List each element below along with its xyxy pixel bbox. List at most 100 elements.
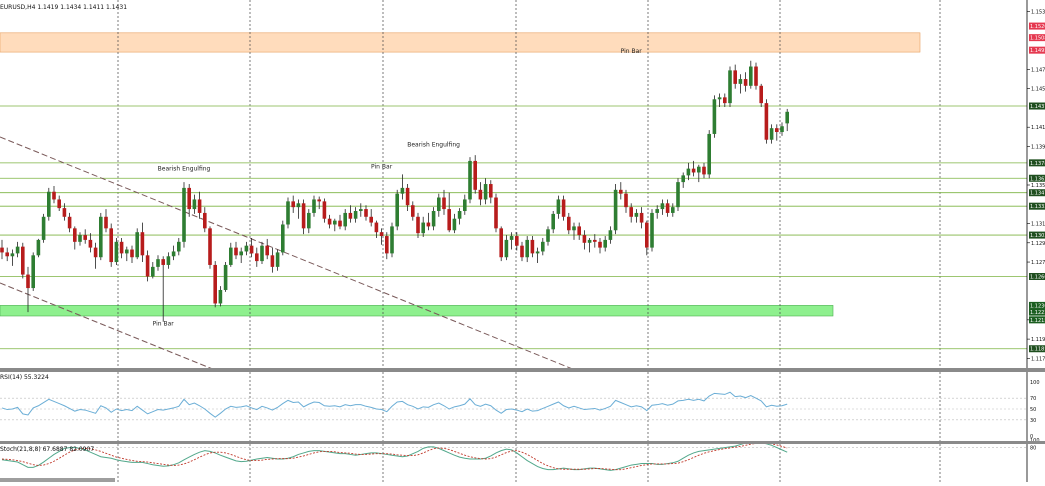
candle[interactable]	[535, 247, 540, 264]
candle[interactable]	[218, 286, 223, 307]
candle[interactable]	[151, 262, 155, 279]
candle[interactable]	[572, 222, 576, 240]
candle[interactable]	[296, 199, 301, 219]
candle[interactable]	[93, 242, 98, 269]
candle[interactable]	[608, 226, 613, 244]
candle[interactable]	[255, 247, 259, 267]
candle[interactable]	[249, 237, 254, 258]
candle[interactable]	[125, 246, 129, 262]
candle[interactable]	[463, 194, 467, 215]
candle[interactable]	[291, 195, 295, 213]
candle[interactable]	[478, 182, 483, 206]
candle[interactable]	[645, 220, 649, 256]
candle[interactable]	[213, 261, 217, 308]
candle[interactable]	[452, 213, 457, 234]
candle[interactable]	[57, 195, 61, 212]
candle[interactable]	[182, 182, 186, 248]
candle[interactable]	[322, 198, 327, 223]
candle[interactable]	[525, 236, 529, 263]
candle[interactable]	[743, 72, 748, 92]
candle[interactable]	[265, 238, 269, 260]
candle[interactable]	[177, 237, 181, 256]
candle[interactable]	[229, 242, 233, 267]
candle[interactable]	[723, 93, 727, 107]
candle[interactable]	[301, 199, 306, 235]
candle[interactable]	[21, 242, 25, 279]
candle[interactable]	[15, 241, 20, 258]
candle[interactable]	[73, 226, 77, 250]
candle[interactable]	[749, 60, 753, 89]
candle[interactable]	[650, 209, 654, 252]
candle[interactable]	[676, 178, 680, 212]
candle[interactable]	[145, 250, 150, 282]
candle[interactable]	[338, 214, 342, 230]
candle[interactable]	[52, 185, 56, 204]
candle[interactable]	[166, 252, 171, 269]
candle[interactable]	[556, 195, 561, 219]
candle[interactable]	[447, 192, 451, 233]
candle[interactable]	[244, 241, 249, 256]
candle[interactable]	[619, 182, 623, 200]
candle[interactable]	[343, 209, 347, 231]
candle[interactable]	[613, 184, 618, 235]
candle[interactable]	[353, 207, 358, 223]
candle[interactable]	[114, 237, 119, 265]
candle[interactable]	[426, 212, 431, 231]
candle[interactable]	[203, 207, 207, 233]
candle[interactable]	[41, 213, 46, 243]
candle[interactable]	[47, 187, 51, 221]
candle[interactable]	[697, 164, 701, 183]
candle[interactable]	[707, 130, 711, 179]
candle[interactable]	[785, 108, 789, 132]
candle[interactable]	[691, 160, 696, 177]
candle[interactable]	[317, 196, 321, 210]
candle[interactable]	[411, 201, 415, 221]
candle[interactable]	[223, 262, 228, 292]
candle[interactable]	[348, 205, 353, 223]
candle[interactable]	[416, 212, 420, 238]
candle[interactable]	[665, 199, 670, 217]
candle[interactable]	[515, 232, 519, 251]
candle[interactable]	[494, 193, 498, 233]
candle[interactable]	[442, 189, 446, 215]
candle[interactable]	[161, 256, 165, 322]
candle[interactable]	[187, 184, 191, 217]
candle[interactable]	[130, 245, 134, 264]
candle[interactable]	[437, 193, 441, 217]
candle[interactable]	[234, 241, 238, 260]
candle[interactable]	[208, 226, 212, 269]
candle[interactable]	[780, 122, 784, 136]
candle[interactable]	[624, 189, 628, 213]
candle[interactable]	[754, 62, 758, 90]
candle[interactable]	[390, 222, 394, 258]
candle[interactable]	[197, 191, 202, 219]
candle[interactable]	[31, 252, 35, 291]
candle[interactable]	[395, 189, 399, 231]
candle[interactable]	[671, 203, 675, 217]
candle[interactable]	[634, 209, 639, 223]
candle[interactable]	[775, 124, 779, 141]
candle[interactable]	[26, 266, 30, 313]
candle[interactable]	[629, 203, 633, 223]
candle[interactable]	[468, 157, 472, 204]
candle[interactable]	[359, 203, 363, 217]
candle[interactable]	[483, 178, 488, 205]
candle[interactable]	[593, 234, 597, 248]
candle[interactable]	[260, 241, 264, 264]
candle[interactable]	[577, 222, 581, 240]
candle[interactable]	[457, 208, 462, 225]
candle[interactable]	[307, 209, 311, 234]
candle[interactable]	[551, 211, 555, 234]
candle[interactable]	[499, 226, 503, 262]
candle[interactable]	[728, 66, 732, 107]
candle[interactable]	[530, 236, 535, 258]
candle[interactable]	[270, 247, 275, 273]
candle[interactable]	[587, 237, 592, 253]
candle[interactable]	[431, 207, 436, 231]
candle[interactable]	[712, 95, 717, 138]
candle[interactable]	[541, 237, 545, 256]
candle[interactable]	[769, 124, 774, 144]
candle[interactable]	[5, 247, 9, 262]
